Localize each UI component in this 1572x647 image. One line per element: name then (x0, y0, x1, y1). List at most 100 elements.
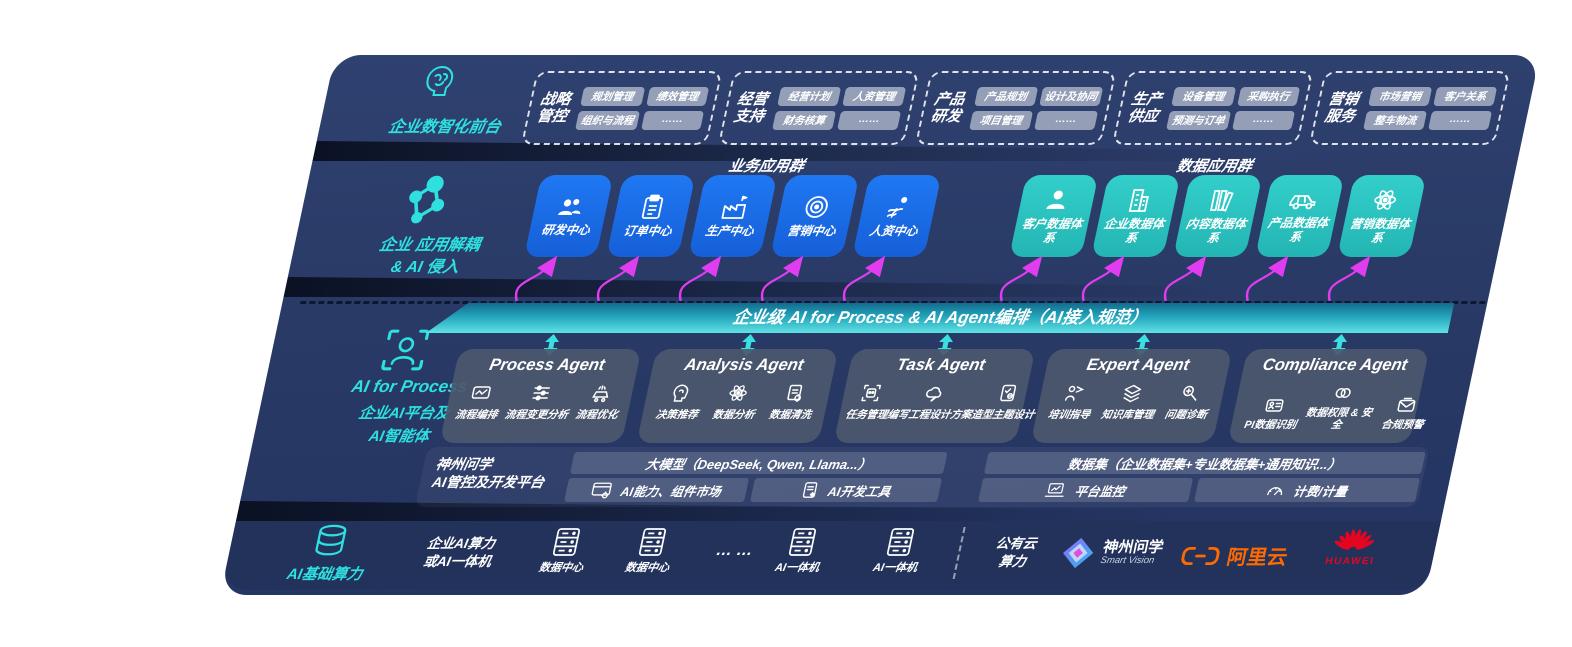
atom-icon (1374, 190, 1397, 210)
mail-icon (1397, 397, 1416, 412)
agent-item-label: 知识库管理 (1099, 409, 1155, 421)
card-customer-data: 客户数据体系 (1009, 175, 1099, 257)
agent-item: 流程编排 (454, 383, 504, 422)
card-order-center: 订单中心 (606, 175, 696, 257)
group-items: 市场营销 客户关系 整车物流 …… (1363, 86, 1498, 130)
compute-node: AI一体机 (760, 527, 840, 575)
card-label: 企业数据体系 (1102, 216, 1166, 245)
database-icon (315, 524, 347, 556)
card-enterprise-data: 企业数据体系 (1091, 175, 1181, 257)
compute-node-label: 数据中心 (537, 562, 585, 574)
group-item: 预测与订单 (1166, 110, 1231, 130)
devtool-bar-label: AI开发工具 (826, 484, 892, 499)
agent-item-label: 合规预警 (1380, 419, 1425, 432)
agent-item: 造型主题设计 (970, 383, 1041, 422)
agent-item-label: 数据权限 & 安全 (1304, 407, 1374, 432)
agent-item: 培训指导 (1047, 383, 1097, 422)
group-item: …… (1428, 110, 1493, 130)
sliders-icon (532, 385, 550, 401)
agent-item: 数据权限 & 安全 (1302, 383, 1378, 431)
card-marketing-data: 营销数据体系 (1337, 175, 1427, 257)
card-label: 人资中心 (868, 223, 920, 238)
huawei-label: HUAWEI (1324, 556, 1376, 567)
id-card-icon (1265, 399, 1284, 412)
public-cloud-line2: 算力 (997, 553, 1028, 569)
group-supply: 生产供应 设备管理 采购执行 预测与订单 …… (1111, 71, 1314, 145)
public-cloud-line1: 公有云 (994, 536, 1039, 551)
compute-node: AI一体机 (858, 527, 938, 575)
public-cloud-label: 公有云 算力 (971, 535, 1058, 570)
books-icon (1210, 189, 1234, 212)
smart-vision-logo: 神州问学 Smart Vision (1058, 536, 1166, 570)
server-icon (552, 528, 581, 556)
agent-item-label: 问题诊断 (1163, 409, 1209, 421)
magenta-flow-arrows (514, 255, 1371, 301)
compute-node-label: AI一体机 (773, 562, 821, 574)
architecture-diagram: 企业数智化前台 企业 应用解耦 & AI 侵入 AI for Process 企… (220, 55, 1540, 595)
agent-card-compliance: Compliance Agent PI数据识别 数据权限 & 安全 合规预警 (1227, 349, 1430, 443)
enterprise-compute-line2: 或AI一体机 (422, 553, 493, 569)
aliyun-label: 阿里云 (1224, 547, 1290, 569)
agent-item-label: 编写工程设计方案 (886, 409, 973, 421)
agent-item-label: 流程变更分析 (503, 409, 570, 421)
agent-card-expert: Expert Agent 培训指导 知识库管理 问题诊断 (1030, 349, 1233, 443)
group-item: 采购执行 (1236, 86, 1301, 106)
agent-title: Expert Agent (1085, 356, 1192, 374)
agent-item: 编写工程设计方案 (886, 383, 978, 422)
server-icon (638, 528, 667, 556)
card-product-data: 产品数据体系 (1255, 175, 1345, 257)
agent-item-label: 数据分析 (711, 409, 756, 421)
data-group-heading: 数据应用群 (1174, 158, 1254, 175)
doc-tool-icon (802, 482, 818, 498)
checklist-icon (999, 384, 1016, 402)
database-icon (308, 523, 354, 559)
group-item: 市场营销 (1368, 86, 1433, 106)
team-icon (558, 198, 581, 215)
card-marketing-center: 营销中心 (770, 175, 860, 257)
doc-gear-icon (786, 384, 802, 402)
group-strategy: 战略管控 规划管理 绩效管理 组织与流程 …… (520, 71, 723, 145)
rings-icon (1335, 388, 1351, 398)
atom-icon (729, 385, 747, 401)
card-production-center: 生产中心 (688, 175, 778, 257)
gauge-icon (1267, 487, 1283, 496)
group-item: 组织与流程 (575, 110, 640, 130)
agent-title: Analysis Agent (682, 356, 806, 374)
agent-card-analysis: Analysis Agent 决策推荐 数据分析 数据清洗 (636, 349, 839, 443)
billing-bar: 计费/计量 (1193, 478, 1421, 502)
agent-card-process: Process Agent 流程编排 流程变更分析 流程优化 (439, 349, 642, 443)
group-title: 经营支持 (732, 90, 770, 125)
group-item: 设计及协同 (1038, 86, 1104, 106)
agent-item: 流程变更分析 (503, 383, 574, 422)
agent-item-label: 造型主题设计 (970, 409, 1036, 421)
compute-node-label: AI一体机 (871, 562, 919, 574)
enterprise-compute-line1: 企业AI算力 (425, 536, 497, 551)
capability-bar: AI能力、组件市场 (563, 478, 750, 502)
target-icon (805, 195, 828, 218)
card-label: 营销中心 (786, 223, 838, 238)
group-items: 经营计划 人资管理 财务核算 …… (772, 86, 907, 130)
clipboard-icon (641, 194, 664, 219)
cloud-design-icon (926, 386, 942, 402)
window-gear-icon (592, 482, 613, 499)
teacher-icon (1064, 385, 1084, 401)
huawei-petals-icon (1334, 529, 1374, 550)
card-label: 内容数据体系 (1184, 216, 1248, 245)
molecule-icon (394, 173, 458, 229)
group-product: 产品研发 产品规划 设计及协同 项目管理 …… (914, 71, 1117, 145)
head-chat-icon (673, 384, 689, 402)
agent-item: 合规预警 (1368, 395, 1442, 431)
factory-icon (721, 195, 748, 219)
group-title: 产品研发 (929, 90, 967, 125)
person-frame-icon (377, 327, 433, 373)
huawei-logo: HUAWEI (1324, 527, 1382, 567)
card-hr-center: 人资中心 (852, 175, 942, 257)
rail-label-front-office: 企业数智化前台 (386, 119, 503, 136)
capability-bar-label: AI能力、组件市场 (619, 484, 723, 499)
platform-label-line1: 神州问学 (434, 456, 494, 472)
card-label: 客户数据体系 (1020, 216, 1084, 245)
group-item: …… (640, 110, 705, 130)
monitor-wave-icon (471, 386, 491, 399)
agent-title: Compliance Agent (1261, 356, 1410, 374)
card-rd-center: 研发中心 (524, 175, 614, 257)
